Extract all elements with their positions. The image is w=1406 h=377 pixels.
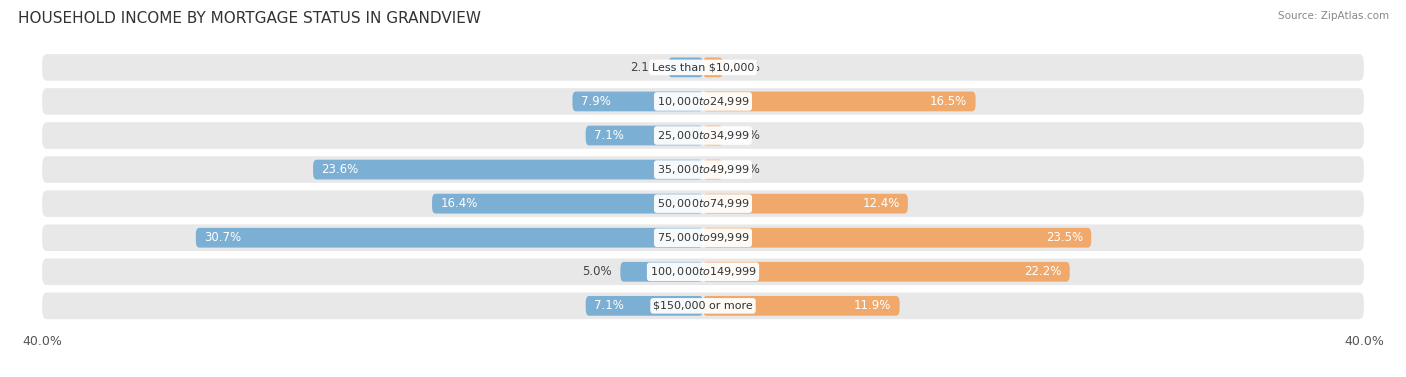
FancyBboxPatch shape: [586, 296, 703, 316]
FancyBboxPatch shape: [432, 194, 703, 213]
FancyBboxPatch shape: [586, 126, 703, 146]
FancyBboxPatch shape: [703, 296, 900, 316]
FancyBboxPatch shape: [703, 92, 976, 111]
FancyBboxPatch shape: [42, 224, 1364, 251]
Text: $35,000 to $49,999: $35,000 to $49,999: [657, 163, 749, 176]
FancyBboxPatch shape: [42, 122, 1364, 149]
FancyBboxPatch shape: [703, 58, 723, 77]
Text: Source: ZipAtlas.com: Source: ZipAtlas.com: [1278, 11, 1389, 21]
Text: $50,000 to $74,999: $50,000 to $74,999: [657, 197, 749, 210]
FancyBboxPatch shape: [42, 54, 1364, 81]
FancyBboxPatch shape: [703, 126, 723, 146]
Text: 1.2%: 1.2%: [731, 129, 761, 142]
Text: 23.5%: 23.5%: [1046, 231, 1083, 244]
Text: 7.1%: 7.1%: [593, 129, 624, 142]
FancyBboxPatch shape: [703, 194, 908, 213]
Text: Less than $10,000: Less than $10,000: [652, 62, 754, 72]
Text: 16.5%: 16.5%: [931, 95, 967, 108]
Text: $100,000 to $149,999: $100,000 to $149,999: [650, 265, 756, 278]
FancyBboxPatch shape: [42, 190, 1364, 217]
FancyBboxPatch shape: [42, 293, 1364, 319]
Text: $150,000 or more: $150,000 or more: [654, 301, 752, 311]
Text: 11.9%: 11.9%: [853, 299, 891, 313]
Text: 23.6%: 23.6%: [322, 163, 359, 176]
FancyBboxPatch shape: [572, 92, 703, 111]
Text: 1.2%: 1.2%: [731, 163, 761, 176]
Text: 2.1%: 2.1%: [630, 61, 659, 74]
Text: 30.7%: 30.7%: [204, 231, 242, 244]
Text: 16.4%: 16.4%: [440, 197, 478, 210]
Text: 12.4%: 12.4%: [862, 197, 900, 210]
Text: $25,000 to $34,999: $25,000 to $34,999: [657, 129, 749, 142]
FancyBboxPatch shape: [668, 58, 703, 77]
FancyBboxPatch shape: [195, 228, 703, 248]
FancyBboxPatch shape: [703, 262, 1070, 282]
Text: 22.2%: 22.2%: [1024, 265, 1062, 278]
FancyBboxPatch shape: [703, 160, 723, 179]
FancyBboxPatch shape: [703, 228, 1091, 248]
Text: HOUSEHOLD INCOME BY MORTGAGE STATUS IN GRANDVIEW: HOUSEHOLD INCOME BY MORTGAGE STATUS IN G…: [18, 11, 481, 26]
Text: 5.0%: 5.0%: [582, 265, 612, 278]
Text: $10,000 to $24,999: $10,000 to $24,999: [657, 95, 749, 108]
Text: 1.2%: 1.2%: [731, 61, 761, 74]
Text: 7.9%: 7.9%: [581, 95, 610, 108]
FancyBboxPatch shape: [42, 259, 1364, 285]
Text: 7.1%: 7.1%: [593, 299, 624, 313]
Text: $75,000 to $99,999: $75,000 to $99,999: [657, 231, 749, 244]
FancyBboxPatch shape: [42, 88, 1364, 115]
FancyBboxPatch shape: [620, 262, 703, 282]
FancyBboxPatch shape: [42, 156, 1364, 183]
FancyBboxPatch shape: [314, 160, 703, 179]
